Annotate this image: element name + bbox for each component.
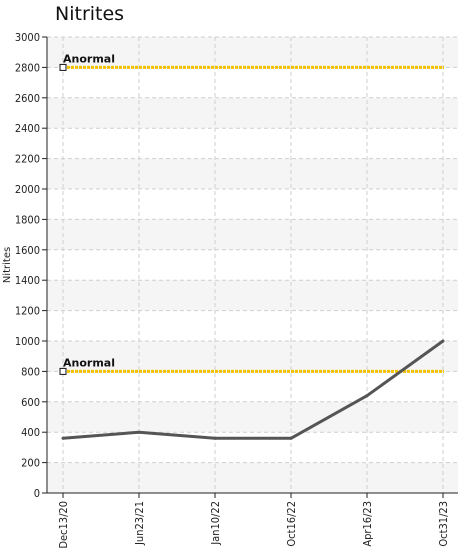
background-band — [47, 219, 458, 250]
reference-lines: Anormal Anormal — [59, 52, 444, 375]
y-tick-label: 2600 — [15, 92, 40, 105]
chart-title: Nitrites — [55, 3, 125, 25]
y-axis-label: Nitrites — [2, 247, 13, 283]
background-band — [47, 462, 458, 493]
data-series — [61, 339, 445, 440]
x-tick-label: Jun23/21 — [133, 501, 146, 546]
y-tick-label: 1600 — [15, 244, 40, 257]
x-tick-label: Dec13/20 — [57, 501, 70, 549]
y-tick-label: 2200 — [15, 153, 40, 166]
y-tick-label: 2800 — [15, 61, 40, 74]
x-tick-label: Oct16/22 — [285, 501, 298, 547]
data-point — [289, 436, 293, 440]
y-tick-label: 1000 — [15, 335, 40, 348]
y-tick-label: 1400 — [15, 274, 40, 287]
reference-label: Anormal — [63, 52, 115, 65]
y-tick-label: 2000 — [15, 183, 40, 196]
axes — [42, 36, 458, 498]
data-point — [61, 436, 65, 440]
y-tick-label: 600 — [21, 396, 40, 409]
background-band — [47, 37, 458, 68]
tick-labels: 0 200 400 600 800 1000 1200 1400 1600 1800 2000 220… — [2, 31, 450, 549]
y-tick-label: 2400 — [15, 122, 40, 135]
series-line — [62, 339, 444, 440]
background-band — [47, 97, 458, 129]
background-bands — [47, 37, 458, 493]
x-tick-label: Oct31/23 — [437, 501, 450, 547]
data-point — [441, 339, 445, 343]
reference-label: Anormal — [63, 356, 115, 369]
background-band — [47, 401, 458, 433]
y-tick-label: 400 — [21, 426, 40, 439]
y-tick-label: 0 — [34, 487, 40, 500]
x-tick-label: Apr16/23 — [361, 501, 374, 547]
y-tick-label: 1200 — [15, 305, 40, 318]
x-tick-label: Jan10/22 — [209, 501, 222, 546]
y-tick-label: 3000 — [15, 31, 40, 44]
y-tick-label: 1800 — [15, 213, 40, 226]
background-band — [47, 341, 458, 372]
y-tick-label: 200 — [21, 457, 40, 470]
data-point — [137, 430, 141, 434]
reference-marker — [59, 63, 67, 71]
background-band — [47, 158, 458, 189]
reference-marker — [59, 367, 67, 375]
data-point — [365, 394, 369, 398]
background-band — [47, 280, 458, 311]
data-point — [213, 436, 217, 440]
y-tick-label: 800 — [21, 365, 40, 378]
